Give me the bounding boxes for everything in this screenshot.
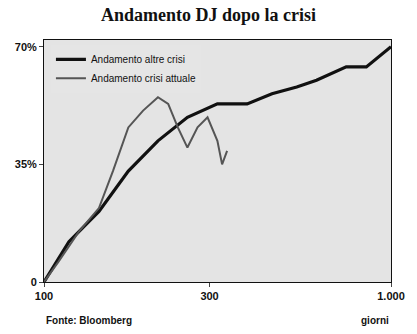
svg-text:1.000: 1.000	[377, 290, 405, 302]
svg-text:Andamento crisi attuale: Andamento crisi attuale	[91, 73, 196, 84]
svg-text:giorni: giorni	[361, 315, 389, 326]
svg-text:Andamento altre crisi: Andamento altre crisi	[91, 54, 185, 65]
svg-text:35%: 35%	[15, 158, 37, 170]
svg-text:70%: 70%	[15, 41, 37, 53]
svg-text:Fonte: Bloomberg: Fonte: Bloomberg	[46, 315, 132, 326]
svg-text:0: 0	[31, 276, 37, 288]
svg-text:Andamento DJ dopo la crisi: Andamento DJ dopo la crisi	[101, 5, 316, 25]
svg-text:100: 100	[35, 290, 53, 302]
svg-text:300: 300	[200, 290, 218, 302]
